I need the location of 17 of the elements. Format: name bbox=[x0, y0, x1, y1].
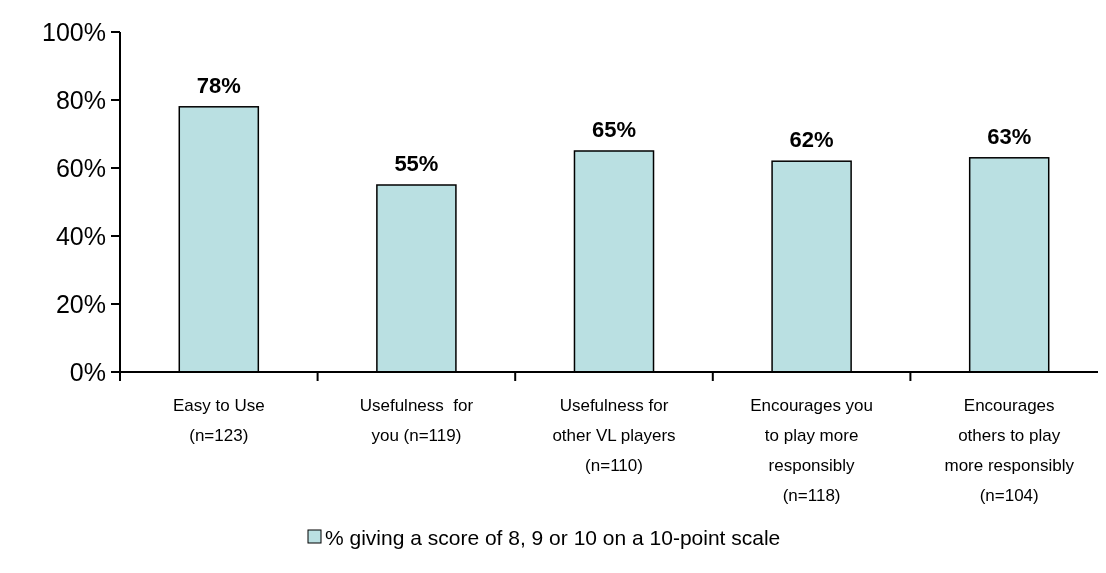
x-tick-label: Easy to Use (n=123) bbox=[172, 396, 265, 445]
x-tick-label: Encourages others to play more responsibly (n=104) bbox=[944, 396, 1075, 505]
y-tick-label: 60% bbox=[55, 153, 106, 182]
y-tick-label: 40% bbox=[55, 221, 106, 250]
y-tick-label: 0% bbox=[69, 357, 106, 386]
y-tick-label: 80% bbox=[55, 85, 106, 114]
data-label: 65% bbox=[591, 117, 637, 142]
data-label: 63% bbox=[987, 123, 1032, 149]
y-tick-label: 20% bbox=[55, 289, 106, 318]
x-tick-label: Usefulness for you (n=119) bbox=[359, 396, 474, 445]
y-tick-label: 100% bbox=[42, 17, 106, 46]
data-label: 78% bbox=[196, 72, 241, 98]
data-label: 62% bbox=[789, 127, 834, 153]
data-label: 55% bbox=[394, 151, 439, 176]
x-tick-label: Usefulness for other VL players (n=110) bbox=[552, 396, 676, 475]
legend-label: % giving a score of 8, 9 or 10 on a 10-point scale bbox=[325, 526, 781, 550]
x-tick-label: Encourages you to play more responsibly (n=118) bbox=[750, 396, 874, 505]
